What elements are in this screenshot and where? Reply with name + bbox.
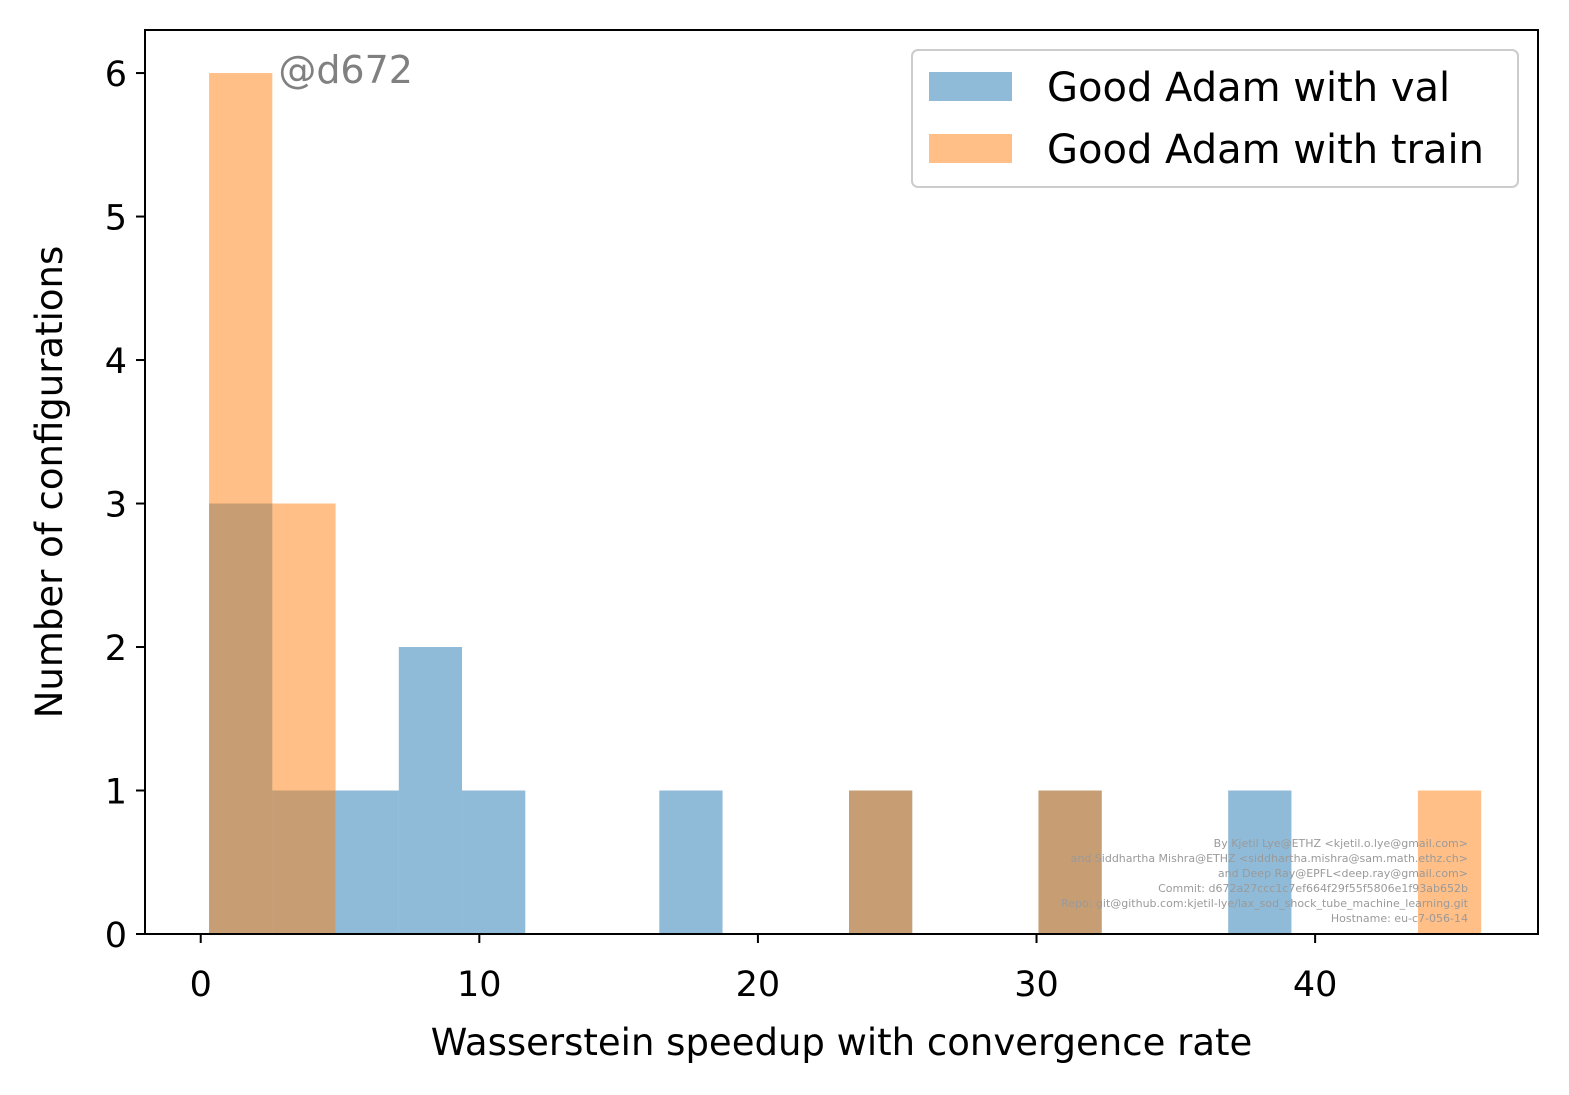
x-tick-label-4: 40 <box>1293 965 1338 1005</box>
y-tick-label-5: 5 <box>105 199 127 239</box>
bar-series-0-bin-4 <box>462 790 526 934</box>
bar-series-1-bin-1 <box>272 503 336 934</box>
x-tick-label-2: 20 <box>736 965 781 1005</box>
y-tick-label-2: 2 <box>105 629 127 669</box>
legend-swatch-0 <box>929 72 1012 101</box>
bar-series-0-bin-8 <box>1228 790 1292 934</box>
y-axis-label: Number of configurations <box>28 246 71 719</box>
bar-series-1-bin-3 <box>1038 790 1102 934</box>
annotation-tag: @d672 <box>278 48 413 92</box>
x-tick-label-1: 10 <box>457 965 502 1005</box>
credit-line-0: By Kjetil Lye@ETHZ <kjetil.o.lye@gmail.c… <box>1214 837 1468 850</box>
legend-label-0: Good Adam with val <box>1047 65 1450 111</box>
y-tick-label-1: 1 <box>105 773 127 813</box>
legend-frame <box>911 49 1519 188</box>
histogram-bars <box>209 73 1482 935</box>
y-axis: 0 1 2 3 4 5 6 <box>105 55 145 956</box>
legend-label-1: Good Adam with train <box>1047 127 1484 173</box>
credits-block: By Kjetil Lye@ETHZ <kjetil.o.lye@gmail.c… <box>1061 837 1469 925</box>
credit-line-4: Repo: git@github.com:kjetil-lye/lax_sod_… <box>1061 897 1469 910</box>
y-tick-label-4: 4 <box>105 342 127 382</box>
x-tick-label-3: 30 <box>1014 965 1059 1005</box>
x-axis: 0 10 20 30 40 <box>190 934 1338 1005</box>
legend: Good Adam with val Good Adam with train <box>911 49 1519 188</box>
x-axis-label: Wasserstein speedup with convergence rat… <box>431 1021 1253 1064</box>
y-tick-label-6: 6 <box>105 55 127 95</box>
credit-line-1: and Siddhartha Mishra@ETHZ <siddhartha.m… <box>1071 852 1468 865</box>
x-tick-label-0: 0 <box>190 965 212 1005</box>
bar-series-1-bin-4 <box>1417 790 1482 934</box>
y-tick-label-0: 0 <box>105 916 127 956</box>
bar-series-0-bin-5 <box>659 790 723 934</box>
credit-line-2: and Deep Ray@EPFL<deep.ray@gmail.com> <box>1218 867 1468 880</box>
legend-swatch-1 <box>929 134 1012 163</box>
y-tick-label-3: 3 <box>105 486 127 526</box>
bar-series-0-bin-2 <box>335 790 399 934</box>
bar-series-1-bin-0 <box>209 73 273 935</box>
bar-series-0-bin-3 <box>398 647 463 934</box>
bar-series-1-bin-2 <box>849 790 913 934</box>
credit-line-5: Hostname: eu-c7-056-14 <box>1331 912 1468 925</box>
credit-line-3: Commit: d672a27ccc1c7ef664f29f55f5806e1f… <box>1158 882 1468 895</box>
plot-frame <box>144 29 1539 935</box>
